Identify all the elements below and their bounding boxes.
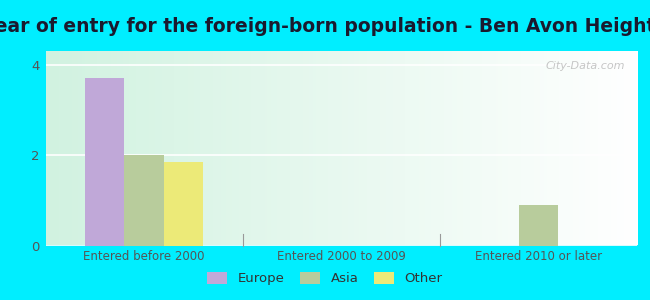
Bar: [124, 155, 164, 246]
Legend: Europe, Asia, Other: Europe, Asia, Other: [202, 266, 448, 290]
Bar: [519, 205, 558, 246]
Bar: [85, 78, 124, 246]
Text: Year of entry for the foreign-born population - Ben Avon Heights: Year of entry for the foreign-born popul…: [0, 16, 650, 35]
Bar: [164, 162, 203, 246]
Text: City-Data.com: City-Data.com: [545, 61, 625, 71]
